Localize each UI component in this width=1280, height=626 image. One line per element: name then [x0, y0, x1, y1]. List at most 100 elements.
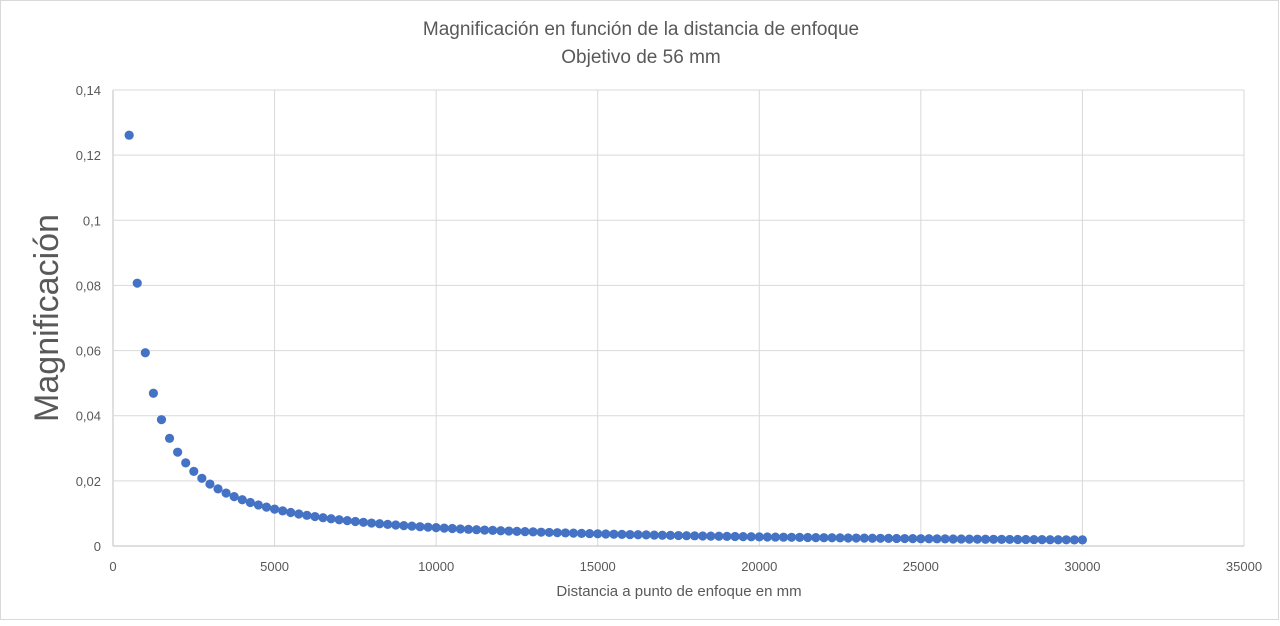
data-point	[334, 515, 344, 525]
data-point	[875, 533, 886, 543]
data-point	[326, 514, 336, 524]
x-tick-label: 25000	[903, 559, 939, 574]
data-point	[1021, 534, 1031, 545]
data-point	[189, 466, 199, 476]
data-point	[205, 479, 215, 489]
data-point	[722, 531, 732, 541]
data-point	[617, 529, 627, 539]
chart-title: Magnificación en función de la distancia…	[423, 19, 859, 40]
data-point	[649, 530, 659, 540]
data-point	[310, 511, 320, 522]
data-point	[140, 348, 150, 358]
data-point	[488, 525, 498, 536]
data-point	[253, 500, 264, 510]
data-point	[568, 528, 579, 538]
y-tick-label: 0,08	[76, 278, 101, 293]
data-point	[690, 531, 700, 541]
y-tick-label: 0,12	[76, 148, 101, 163]
data-point	[956, 534, 966, 544]
data-point	[908, 534, 918, 544]
data-point	[859, 533, 869, 543]
data-point	[383, 519, 393, 529]
y-axis-label: Magnificación	[28, 214, 66, 422]
data-point	[463, 524, 474, 534]
data-point	[681, 531, 692, 541]
x-tick-label: 35000	[1226, 559, 1262, 574]
data-point	[536, 527, 546, 537]
data-point	[770, 532, 781, 542]
data-point	[1069, 535, 1079, 545]
data-point	[1061, 535, 1071, 545]
chart-subtitle: Objetivo de 56 mm	[561, 47, 720, 68]
data-point	[415, 522, 425, 532]
data-point	[181, 458, 191, 468]
data-point	[964, 534, 974, 544]
data-point	[439, 523, 449, 533]
data-point	[665, 530, 676, 540]
x-tick-label: 5000	[260, 559, 289, 574]
data-point	[835, 533, 845, 543]
data-point	[803, 532, 813, 543]
data-point	[278, 506, 288, 516]
data-point	[714, 531, 724, 541]
data-point	[245, 497, 255, 508]
data-point	[924, 534, 934, 544]
data-point	[1005, 534, 1015, 545]
data-point	[609, 529, 619, 539]
data-points	[124, 130, 1088, 545]
data-point	[892, 533, 902, 544]
data-point	[706, 531, 716, 541]
y-tick-label: 0,02	[76, 474, 101, 489]
data-point	[552, 528, 562, 538]
data-point	[762, 532, 772, 542]
data-point	[148, 388, 158, 398]
data-point	[754, 532, 764, 542]
data-point	[997, 534, 1007, 544]
data-point	[132, 278, 142, 288]
data-point	[261, 502, 272, 512]
data-point	[641, 530, 651, 540]
data-point	[391, 520, 401, 530]
data-point	[544, 527, 554, 538]
data-point	[407, 521, 417, 531]
data-point	[867, 533, 877, 543]
data-point	[302, 510, 312, 520]
y-tick-label: 0,06	[76, 344, 101, 359]
data-point	[1013, 534, 1023, 545]
tick-labels: 0 5000 10000 15000 20000 25000 30000 35000 0 0,02…	[76, 83, 1262, 574]
data-point	[585, 528, 595, 539]
data-point	[1029, 534, 1039, 545]
data-point	[657, 530, 667, 540]
x-tick-label: 15000	[580, 559, 616, 574]
data-point	[423, 522, 433, 532]
x-tick-label: 20000	[741, 559, 777, 574]
data-point	[197, 473, 207, 483]
data-point	[512, 526, 522, 536]
data-point	[795, 532, 805, 542]
x-tick-label: 10000	[418, 559, 454, 574]
data-point	[843, 533, 853, 543]
data-point	[633, 530, 643, 540]
data-point	[851, 533, 861, 543]
data-point	[819, 533, 829, 543]
data-point	[431, 523, 441, 533]
y-tick-label: 0	[94, 539, 101, 554]
data-point	[730, 531, 740, 542]
y-tick-label: 0,04	[76, 409, 101, 424]
data-point	[455, 524, 465, 534]
data-point	[496, 526, 506, 536]
data-point	[1037, 535, 1047, 545]
x-tick-label: 0	[109, 559, 116, 574]
data-point	[124, 130, 134, 140]
data-point	[447, 523, 457, 534]
data-point	[173, 447, 183, 457]
data-point	[221, 488, 231, 498]
data-point	[787, 532, 797, 542]
data-point	[916, 534, 926, 544]
data-point	[948, 534, 958, 544]
data-point	[374, 519, 385, 529]
data-point	[625, 529, 635, 540]
data-point	[1045, 535, 1055, 545]
data-point	[1077, 535, 1088, 545]
